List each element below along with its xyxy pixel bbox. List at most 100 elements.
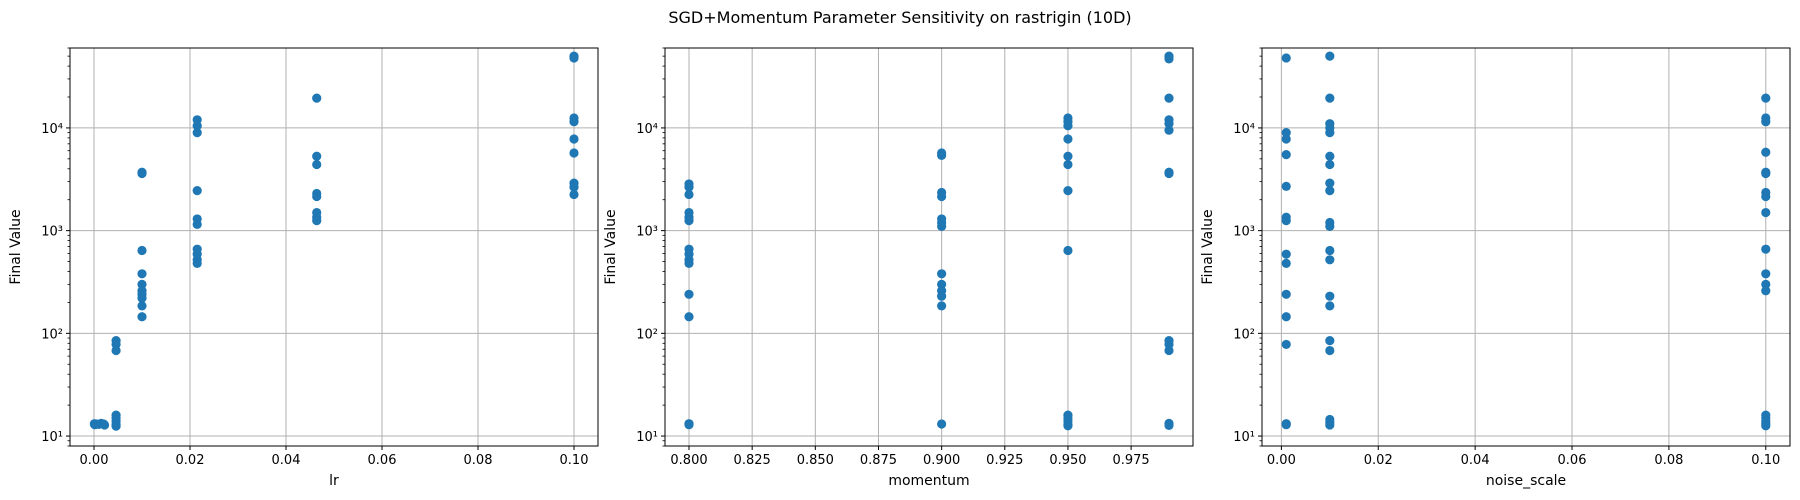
data-point: [1325, 128, 1335, 138]
data-point: [1063, 186, 1073, 196]
data-point: [569, 189, 579, 200]
x-tick-label: 0.04: [272, 453, 301, 468]
data-point: [192, 186, 202, 196]
y-tick-label: 10²: [1233, 327, 1255, 342]
data-point: [137, 301, 147, 311]
data-point: [1325, 151, 1335, 161]
data-point: [99, 420, 110, 430]
data-point: [1325, 301, 1335, 311]
data-point: [937, 150, 947, 161]
y-axis-label: Final Value: [1200, 209, 1216, 284]
y-axis-label: Final Value: [8, 209, 24, 284]
x-tick-label: 0.975: [1112, 453, 1149, 468]
x-tick-label: 0.10: [560, 453, 589, 468]
x-axis-label: lr: [329, 473, 339, 489]
data-point: [1063, 151, 1073, 161]
x-tick-label: 0.900: [923, 453, 960, 468]
data-point: [684, 182, 694, 192]
data-point: [684, 289, 694, 299]
y-tick-label: 10³: [41, 225, 63, 240]
data-point: [1164, 93, 1174, 103]
data-point: [569, 53, 579, 63]
data-point: [1761, 421, 1771, 431]
y-axis-label: Final Value: [603, 209, 619, 284]
data-point: [1761, 207, 1771, 218]
y-tick-label: 10¹: [636, 430, 658, 445]
data-point: [1164, 119, 1174, 129]
data-point: [1063, 245, 1073, 256]
data-point: [312, 216, 322, 226]
x-tick-label: 0.06: [368, 453, 397, 468]
data-point: [937, 191, 947, 202]
data-point: [1325, 93, 1335, 103]
data-point: [1325, 345, 1335, 356]
data-point: [1063, 134, 1073, 144]
data-point: [1281, 181, 1291, 191]
data-point: [1761, 191, 1771, 202]
figure-title: SGD+Momentum Parameter Sensitivity on ra…: [668, 8, 1132, 27]
x-tick-label: 0.04: [1461, 453, 1490, 468]
x-tick-label: 0.850: [797, 453, 834, 468]
axes-frame: [1261, 47, 1791, 447]
data-point: [137, 245, 147, 256]
data-point: [1281, 420, 1291, 430]
data-point: [137, 168, 147, 179]
data-point: [569, 117, 579, 127]
data-point: [137, 312, 147, 322]
data-point: [937, 301, 947, 311]
data-point: [111, 345, 121, 356]
data-point: [1325, 186, 1335, 196]
y-tick-label: 10¹: [1233, 430, 1255, 445]
data-point: [1761, 244, 1771, 254]
data-point: [937, 269, 947, 279]
data-point: [1063, 121, 1073, 131]
data-point: [1761, 93, 1771, 103]
data-point: [1164, 345, 1174, 356]
data-point: [312, 191, 322, 202]
data-point: [684, 420, 694, 430]
x-tick-label: 0.950: [1049, 453, 1086, 468]
data-point: [684, 189, 694, 200]
data-point: [1325, 159, 1335, 170]
data-point: [1164, 54, 1174, 64]
data-point: [1761, 279, 1771, 289]
data-point: [937, 279, 947, 289]
data-point: [684, 258, 694, 268]
data-point: [1761, 286, 1771, 296]
data-point: [1281, 249, 1291, 259]
data-point: [1761, 147, 1771, 157]
x-tick-label: 0.08: [1654, 453, 1683, 468]
data-point: [137, 293, 147, 303]
data-point: [1063, 421, 1073, 431]
subplot-2: 0.800 0.825 0.850 0.875 0.900 0.925 0.950 0.975…: [603, 47, 1194, 489]
data-point: [312, 93, 322, 103]
data-point: [1281, 53, 1291, 63]
axes-frame: [664, 47, 1194, 447]
data-point: [1063, 159, 1073, 170]
data-point: [1281, 312, 1291, 322]
x-tick-label: 0.06: [1558, 453, 1587, 468]
y-tick-label: 10⁴: [1233, 122, 1255, 137]
data-point: [1281, 128, 1291, 138]
data-point: [192, 219, 202, 229]
data-point: [1761, 168, 1771, 179]
data-point: [137, 269, 147, 279]
subplot-1: 0.00 0.02 0.04 0.06 0.08 0.10 10¹ 10² 10³ 10⁴ lr Fi…: [8, 47, 599, 489]
data-point: [312, 159, 322, 170]
y-tick-label: 10³: [1233, 225, 1255, 240]
y-tick-label: 10²: [41, 327, 63, 342]
data-point: [192, 258, 202, 268]
data-point: [1281, 134, 1291, 144]
y-tick-label: 10¹: [41, 430, 63, 445]
x-tick-label: 0.00: [80, 453, 109, 468]
x-tick-label: 0.800: [670, 453, 707, 468]
data-point: [137, 279, 147, 289]
data-point: [1325, 291, 1335, 301]
x-tick-label: 0.925: [986, 453, 1023, 468]
axes-frame: [69, 47, 599, 447]
data-point: [1325, 335, 1335, 346]
x-tick-label: 0.08: [464, 453, 493, 468]
x-tick-label: 0.10: [1751, 453, 1780, 468]
data-point: [569, 182, 579, 192]
y-tick-label: 10⁴: [41, 122, 63, 137]
